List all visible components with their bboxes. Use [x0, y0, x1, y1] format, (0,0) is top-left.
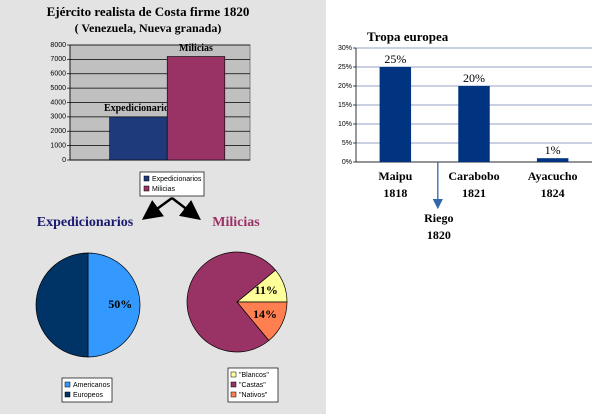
x-tick-label: 1818	[383, 186, 407, 200]
legend-swatch	[143, 175, 150, 182]
y-tick-label: 6000	[50, 71, 66, 78]
pie-slice	[35, 252, 89, 358]
bar	[458, 86, 490, 162]
bar	[536, 158, 569, 162]
bar-label: 1%	[545, 143, 561, 157]
y-tick-label: 5000	[50, 85, 66, 92]
legend-label: "Nativos"	[239, 392, 268, 399]
legend-swatch	[230, 391, 237, 398]
y-tick-label: 8000	[50, 42, 66, 49]
legend-swatch	[230, 381, 237, 388]
x-tick-label: Carabobo	[448, 169, 499, 183]
bar	[109, 116, 168, 161]
pie-slice	[186, 251, 277, 353]
y-tick-label: 30%	[338, 45, 352, 52]
y-tick-label: 0%	[342, 159, 352, 166]
y-tick-label: 2000	[50, 128, 66, 135]
legend-box	[61, 377, 113, 403]
arrow	[171, 197, 201, 221]
legend-label: "Castas"	[239, 382, 266, 389]
y-tick-label: 20%	[338, 83, 352, 90]
legend-swatch	[143, 185, 150, 192]
bar-label: 25%	[384, 52, 406, 66]
bar	[166, 56, 226, 161]
y-tick-label: 0	[62, 157, 66, 164]
x-tick-label: Maipu	[378, 169, 412, 183]
pie-title: Milicias	[212, 215, 260, 230]
legend-swatch	[64, 391, 71, 398]
slice-label: 11%	[254, 283, 277, 297]
y-tick-label: 5%	[342, 140, 352, 147]
bar-label: 20%	[463, 71, 485, 85]
y-tick-label: 3000	[50, 114, 66, 121]
legend-label: Europeos	[73, 392, 103, 399]
legend-swatch	[64, 381, 71, 388]
bar-label: Expedicionarios	[104, 103, 173, 114]
legend-label: Milicias	[152, 186, 175, 193]
slice-label: 14%	[253, 307, 277, 321]
x-tick-label: 1821	[462, 186, 486, 200]
legend-label: Americanos	[73, 382, 110, 389]
pie-title: Expedicionarios	[37, 215, 134, 230]
legend-box	[139, 171, 205, 197]
legend-label: "Blancos"	[239, 372, 269, 379]
chart-subtitle: ( Venezuela, Nueva granada)	[75, 21, 222, 35]
y-tick-label: 10%	[338, 121, 352, 128]
bar	[379, 67, 412, 162]
bar-label: Milicias	[179, 43, 213, 54]
arrow	[141, 196, 173, 220]
y-tick-label: 7000	[50, 56, 66, 63]
legend-label: Expedicionarios	[152, 176, 202, 183]
legend-box	[227, 367, 279, 403]
legend-swatch	[230, 371, 237, 378]
y-tick-label: 25%	[338, 64, 352, 71]
pie-slice	[87, 252, 141, 358]
y-tick-label: 4000	[50, 99, 66, 106]
y-tick-label: 1000	[50, 142, 66, 149]
x-tick-label: Ayacucho	[528, 169, 578, 183]
y-tick-label: 15%	[338, 102, 352, 109]
annotation: Riego	[424, 211, 453, 225]
chart-title: Ejército realista de Costa firme 1820	[47, 4, 250, 19]
x-tick-label: 1824	[541, 186, 565, 200]
slice-label: 50%	[108, 297, 132, 311]
annotation: 1820	[427, 228, 451, 242]
chart-title: Tropa europea	[367, 29, 449, 44]
pie-slice	[236, 301, 288, 342]
